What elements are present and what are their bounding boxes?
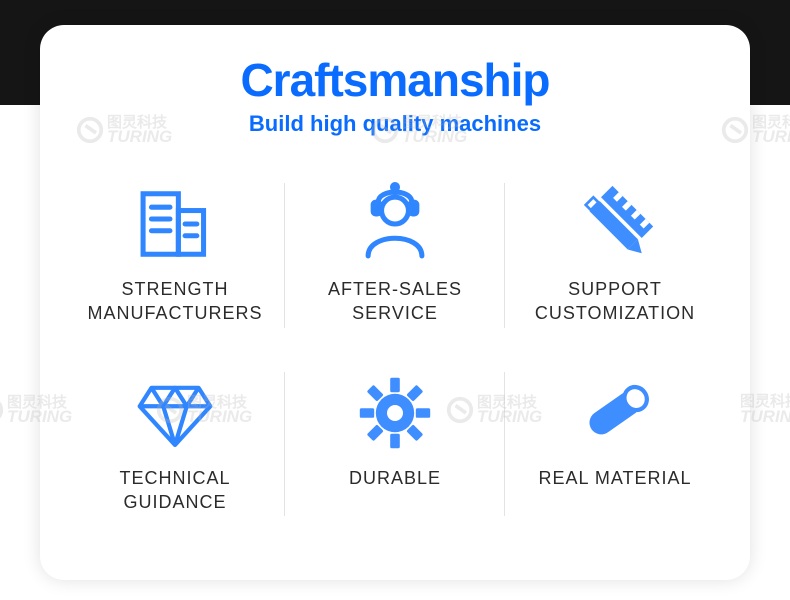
feature-real-material: REAL MATERIAL bbox=[505, 364, 725, 525]
feature-label: SUPPORT CUSTOMIZATION bbox=[535, 277, 695, 326]
material-icon bbox=[573, 368, 657, 458]
card-subtitle: Build high quality machines bbox=[249, 111, 541, 137]
support-icon bbox=[353, 179, 437, 269]
design-icon bbox=[570, 179, 660, 269]
buildings-icon bbox=[133, 179, 217, 269]
feature-label: AFTER-SALES SERVICE bbox=[328, 277, 462, 326]
feature-strength-manufacturers: STRENGTH MANUFACTURERS bbox=[65, 175, 285, 336]
feature-after-sales-service: AFTER-SALES SERVICE bbox=[285, 175, 505, 336]
feature-card: Craftsmanship Build high quality machine… bbox=[40, 25, 750, 580]
feature-label: STRENGTH MANUFACTURERS bbox=[87, 277, 262, 326]
feature-technical-guidance: TECHNICAL GUIDANCE bbox=[65, 364, 285, 525]
gear-icon bbox=[355, 368, 435, 458]
feature-grid: STRENGTH MANUFACTURERS AFTER-SALES SER bbox=[65, 175, 725, 524]
feature-label: DURABLE bbox=[349, 466, 441, 490]
diamond-icon bbox=[133, 368, 217, 458]
card-title: Craftsmanship bbox=[240, 53, 549, 107]
feature-support-customization: SUPPORT CUSTOMIZATION bbox=[505, 175, 725, 336]
feature-durable: DURABLE bbox=[285, 364, 505, 525]
feature-label: TECHNICAL GUIDANCE bbox=[119, 466, 230, 515]
feature-label: REAL MATERIAL bbox=[538, 466, 691, 490]
